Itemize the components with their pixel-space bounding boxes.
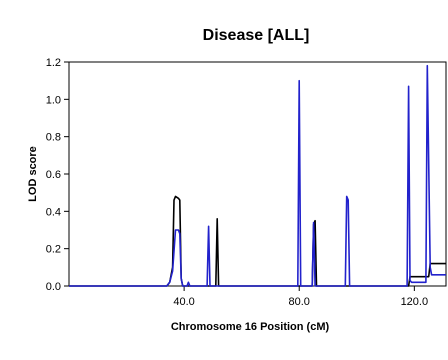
chart-title: Disease [ALL] xyxy=(203,27,310,44)
x-tick-label: 40.0 xyxy=(173,296,194,308)
x-axis-label: Chromosome 16 Position (cM) xyxy=(171,321,330,333)
y-tick-label: 0.0 xyxy=(46,281,61,293)
x-tick-label: 120.0 xyxy=(401,296,429,308)
x-tick-label: 80.0 xyxy=(289,296,310,308)
y-tick-label: 1.2 xyxy=(46,57,61,69)
series-line-2 xyxy=(69,64,446,287)
y-axis-label: LOD score xyxy=(27,146,39,202)
y-tick-label: 0.8 xyxy=(46,132,61,144)
y-tick-label: 0.6 xyxy=(46,169,61,181)
y-tick-label: 0.2 xyxy=(46,244,61,256)
series-line-1 xyxy=(69,195,446,287)
x-axis: 40.0 80.0 120.0 xyxy=(173,286,428,308)
y-tick-label: 0.4 xyxy=(46,206,61,218)
plot-frame xyxy=(68,61,447,287)
series-group xyxy=(69,64,446,287)
y-tick-label: 1.0 xyxy=(46,94,61,106)
y-axis: 0.0 0.2 0.4 0.6 0.8 1.0 1.2 xyxy=(46,57,69,293)
